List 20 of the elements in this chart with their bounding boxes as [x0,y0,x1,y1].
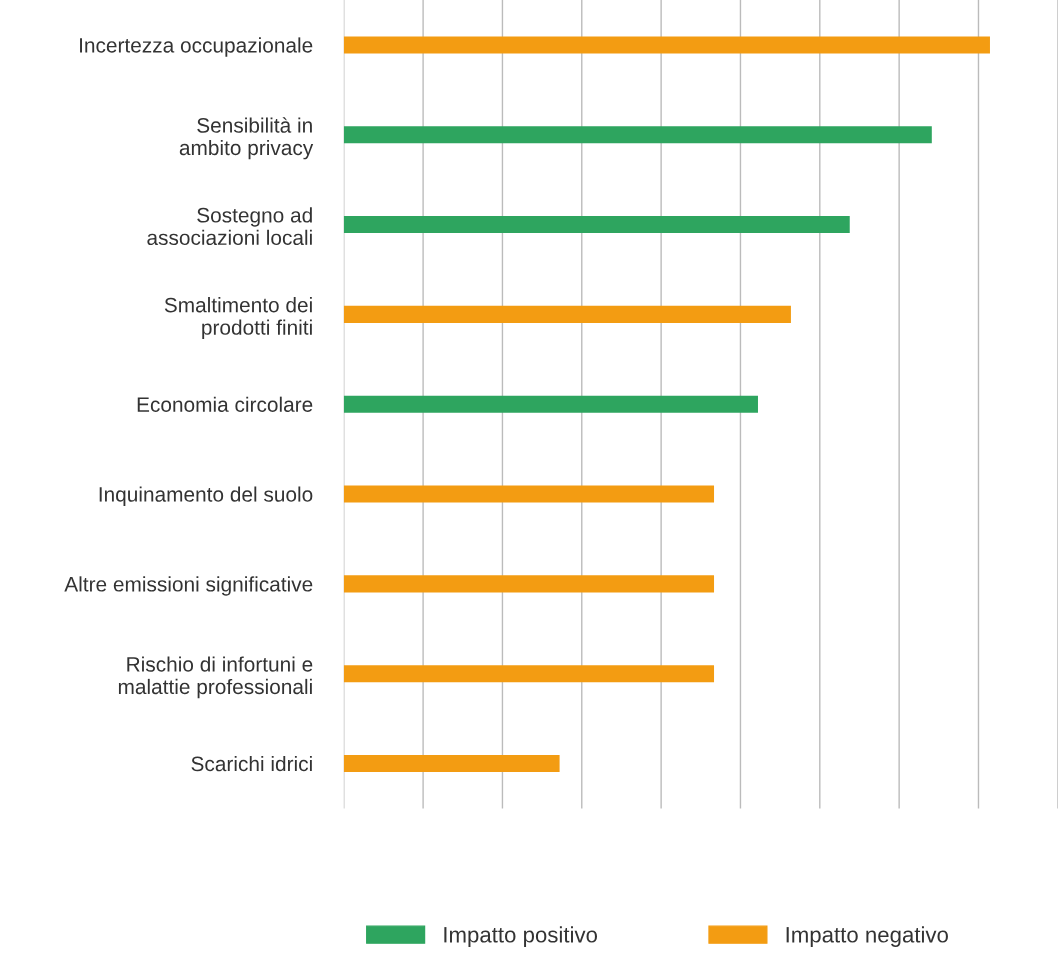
y-tick-label: Inquinamento del suolo [99,486,313,506]
bar [343,395,758,413]
y-tick-label: Scarichi idrici [191,755,312,772]
bar [343,305,791,323]
y-tick-label: Sensibilità in ambito privacy [179,117,314,160]
y-tick-label: Sostegno ad associazioni locali [147,207,312,246]
bar [343,36,990,54]
y-tick-label: Rischio di infortuni e malattie professionali [118,656,313,699]
legend-label: Impatto positivo [444,926,598,947]
y-tick-label: Incertezza occupazionale [80,37,313,57]
y-tick-label: Economia circolare [137,396,313,412]
bar [343,754,560,773]
bar [343,665,715,683]
bar [343,126,932,144]
bar [343,575,715,593]
y-tick-label: Altre emissioni significative [64,576,313,596]
bar [343,216,850,234]
bar [343,485,715,503]
legend-label: Impatto negativo [786,926,948,947]
y-tick-label: Smaltimento dei prodotti finiti [164,297,312,339]
